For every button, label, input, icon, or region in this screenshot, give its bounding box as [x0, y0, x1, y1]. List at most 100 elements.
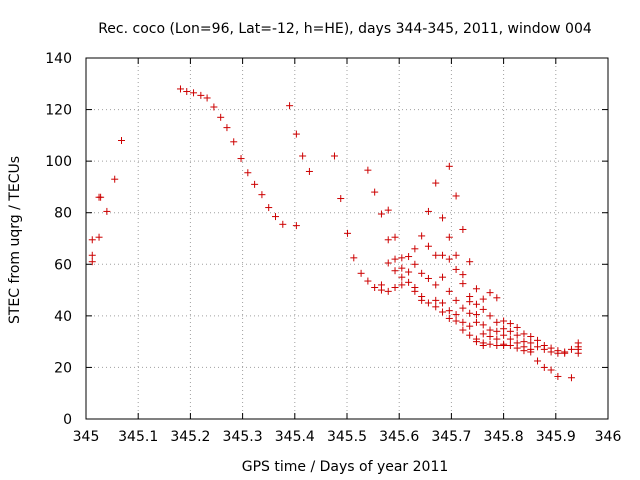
data-point [554, 349, 562, 357]
y-tick-label: 80 [54, 206, 72, 222]
data-point [432, 296, 440, 304]
x-tick-label: 345.3 [223, 429, 263, 445]
data-point [391, 267, 399, 275]
x-tick-label: 345.1 [118, 429, 158, 445]
data-point [371, 283, 379, 291]
data-point [88, 258, 96, 266]
data-point [258, 191, 266, 199]
data-point [391, 283, 399, 291]
data-point [554, 372, 562, 380]
data-point [398, 264, 406, 272]
data-point [384, 206, 392, 214]
chart-title: Rec. coco (Lon=96, Lat=-12, h=HE), days … [98, 21, 592, 37]
data-point [377, 286, 385, 294]
data-point [439, 251, 447, 259]
x-tick-label: 345.7 [431, 429, 471, 445]
data-point [103, 207, 111, 215]
data-point [237, 155, 245, 163]
data-point [279, 220, 287, 228]
data-point [299, 152, 307, 160]
data-point [411, 260, 419, 268]
data-point [506, 342, 514, 350]
data-point [493, 335, 501, 343]
data-point [534, 343, 542, 351]
data-point [540, 363, 548, 371]
data-point [445, 162, 453, 170]
data-point [432, 281, 440, 289]
data-point [439, 308, 447, 316]
data-point [472, 300, 480, 308]
x-tick-label: 345.9 [536, 429, 576, 445]
data-point [111, 175, 119, 183]
data-point [459, 318, 467, 326]
data-point [350, 254, 358, 262]
data-point [330, 152, 338, 160]
data-point [466, 298, 474, 306]
data-point [472, 311, 480, 319]
data-point [466, 331, 474, 339]
data-point [271, 213, 279, 221]
y-axis-label: STEC from uqrg / TECUs [7, 156, 23, 324]
data-point [405, 278, 413, 286]
data-point [547, 366, 555, 374]
data-point [486, 289, 494, 297]
data-point [486, 326, 494, 334]
x-tick-label: 345.8 [484, 429, 524, 445]
data-point [459, 271, 467, 279]
data-point [384, 287, 392, 295]
data-point [292, 130, 300, 138]
data-point [500, 317, 508, 325]
data-point [286, 102, 294, 110]
data-point [540, 345, 548, 353]
data-point [244, 169, 252, 177]
data-point [405, 268, 413, 276]
data-point [472, 318, 480, 326]
data-point [357, 269, 365, 277]
y-tick-label: 40 [54, 309, 72, 325]
y-tick-label: 20 [54, 360, 72, 376]
data-point [439, 214, 447, 222]
y-tick-label: 120 [45, 103, 72, 119]
data-point [265, 204, 273, 212]
y-tick-label: 140 [45, 51, 72, 67]
data-point [452, 192, 460, 200]
data-point [506, 320, 514, 328]
data-point [217, 113, 225, 121]
data-point [479, 342, 487, 350]
data-point [176, 85, 184, 93]
data-point [424, 242, 432, 250]
data-point [411, 287, 419, 295]
data-point [337, 195, 345, 203]
data-point [445, 233, 453, 241]
data-point [405, 253, 413, 261]
data-point [97, 193, 105, 201]
data-point [567, 345, 575, 353]
data-point [452, 296, 460, 304]
data-point [398, 254, 406, 262]
data-point [534, 336, 542, 344]
data-point [391, 233, 399, 241]
x-tick-label: 345.5 [327, 429, 367, 445]
data-point [305, 167, 313, 175]
data-point [371, 188, 379, 196]
data-point [466, 309, 474, 317]
data-point [292, 222, 300, 230]
x-tick-labels: 345 345.1 345.2 345.3 345.4 345.5 345.6 345.7 34… [73, 429, 622, 445]
data-point [561, 349, 569, 357]
data-point [424, 299, 432, 307]
data-point [527, 332, 535, 340]
data-point [432, 251, 440, 259]
data-point [500, 342, 508, 350]
data-point [183, 88, 191, 96]
data-point [493, 318, 501, 326]
plot-frame [85, 57, 609, 420]
data-point [527, 339, 535, 347]
data-point [574, 339, 582, 347]
data-point [486, 340, 494, 348]
data-point [506, 327, 514, 335]
data-point [203, 94, 211, 102]
x-tick-label: 346 [595, 429, 622, 445]
x-tick-label: 345 [73, 429, 100, 445]
x-axis-label: GPS time / Days of year 2011 [242, 459, 449, 475]
data-point [445, 314, 453, 322]
